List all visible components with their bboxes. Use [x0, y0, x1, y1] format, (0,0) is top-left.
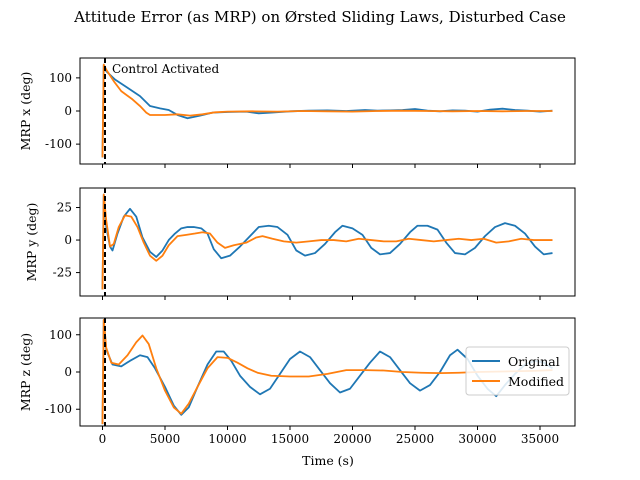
y-tick-label: -100	[45, 137, 72, 151]
panel-mrp-y: -25 0 25 MRP y (deg)	[24, 187, 576, 300]
panel-mrp-x: Control Activated -100 0 100 MRP x (deg)	[18, 57, 576, 168]
panel-1-yticks: -100 0 100	[45, 71, 80, 151]
chart-title: Attitude Error (as MRP) on Ørsted Slidin…	[73, 8, 566, 26]
x-axis-label: Time (s)	[302, 453, 354, 468]
x-tick-label: 25000	[396, 432, 434, 446]
x-tick-label: 35000	[521, 432, 559, 446]
series-line-modified	[101, 318, 553, 425]
y-tick-label: 100	[49, 71, 72, 85]
x-tick-label: 5000	[150, 432, 181, 446]
panel-3-ylabel: MRP z (deg)	[18, 333, 33, 411]
panel-mrp-z: -100 0 100 0 5000 10000 15000 20000 25000 30000 3…	[18, 317, 576, 446]
y-tick-label: 0	[64, 233, 72, 247]
panel-1-series	[101, 63, 553, 158]
y-tick-label: -100	[45, 402, 72, 416]
panel-3-xticks: 0 5000 10000 15000 20000 25000 30000 35000	[99, 426, 559, 446]
panel-2-ylabel: MRP y (deg)	[24, 203, 39, 282]
y-tick-label: -25	[53, 266, 72, 280]
panel-2-frame	[79, 187, 576, 297]
panel-2-yticks: -25 0 25	[53, 201, 80, 280]
series-line-original	[101, 193, 553, 290]
y-tick-label: 100	[49, 328, 72, 342]
panel-2-series	[101, 193, 553, 290]
panel-3-yticks: -100 0 100	[45, 328, 80, 416]
panel-1-ylabel: MRP x (deg)	[18, 72, 33, 151]
x-tick-label: 10000	[208, 432, 246, 446]
series-line-modified	[101, 193, 553, 290]
legend-label-original: Original	[508, 354, 560, 369]
panel-2-xticks	[102, 296, 541, 300]
legend-box	[465, 346, 570, 396]
y-tick-label: 0	[64, 104, 72, 118]
y-tick-label: 25	[57, 201, 72, 215]
x-tick-label: 30000	[458, 432, 496, 446]
x-tick-label: 15000	[271, 432, 309, 446]
y-tick-label: 0	[64, 365, 72, 379]
series-line-modified	[101, 63, 553, 158]
control-activated-annotation: Control Activated	[112, 62, 219, 76]
x-tick-label: 0	[99, 432, 107, 446]
legend: Original Modified	[465, 346, 570, 396]
x-tick-label: 20000	[333, 432, 371, 446]
legend-label-modified: Modified	[508, 374, 564, 389]
panel-1-xticks	[102, 164, 541, 168]
